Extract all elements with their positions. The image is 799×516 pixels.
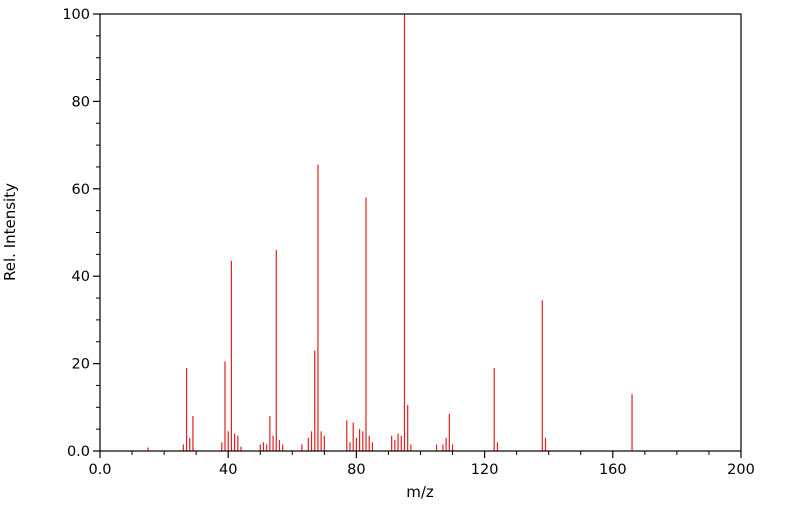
x-tick-label: 120 bbox=[471, 462, 499, 478]
x-tick-label: 40 bbox=[219, 462, 237, 478]
plot-frame bbox=[99, 13, 742, 452]
y-tick-label: 80 bbox=[72, 94, 90, 110]
y-tick-label: 40 bbox=[72, 269, 90, 285]
y-tick-label: 20 bbox=[72, 357, 90, 373]
x-tick-label: 0.0 bbox=[88, 462, 111, 478]
x-axis-label: m/z bbox=[406, 483, 434, 501]
peaks-group bbox=[147, 14, 633, 451]
axes-group: 0.0 40 80 120 160 200 0.0 20 40 60 80 100 bbox=[62, 7, 755, 478]
y-axis-label: Rel. Intensity bbox=[1, 183, 19, 281]
x-tick-label: 160 bbox=[599, 462, 627, 478]
y-tick-label: 60 bbox=[72, 182, 90, 198]
y-tick-label: 0.0 bbox=[67, 444, 90, 460]
x-tick-label: 80 bbox=[347, 462, 365, 478]
y-tick-label: 100 bbox=[62, 7, 90, 23]
x-tick-label: 200 bbox=[727, 462, 755, 478]
